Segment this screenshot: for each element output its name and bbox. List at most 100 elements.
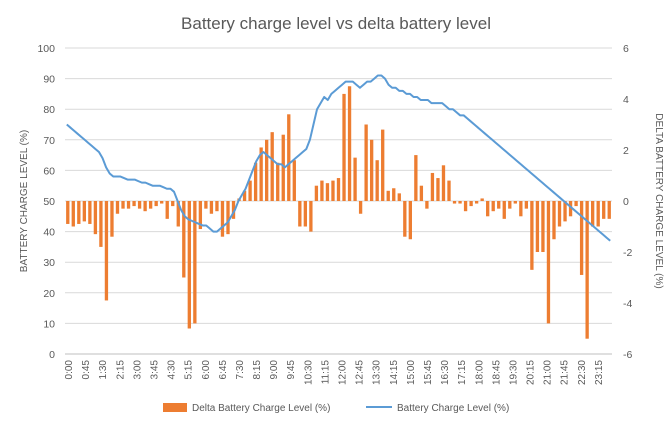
delta-bar <box>126 201 131 209</box>
delta-bar <box>519 201 523 217</box>
y-left-tick-label: 40 <box>43 227 55 239</box>
delta-bar <box>143 201 147 212</box>
delta-bar <box>381 129 385 201</box>
delta-bar <box>99 201 103 247</box>
delta-bar <box>513 201 517 204</box>
delta-bar <box>430 172 435 201</box>
delta-bar <box>474 201 479 204</box>
delta-bar <box>574 201 578 207</box>
delta-bar <box>403 201 407 237</box>
delta-bar <box>137 201 142 209</box>
delta-bar <box>491 201 495 212</box>
delta-bar <box>369 139 374 201</box>
delta-bar <box>386 190 390 201</box>
delta-bar <box>596 201 600 227</box>
y-left-tick-label: 100 <box>37 43 55 55</box>
delta-bar <box>82 201 86 222</box>
delta-bar <box>320 180 324 201</box>
delta-bar <box>480 198 484 201</box>
delta-bar <box>347 86 352 201</box>
y-left-tick-label: 50 <box>43 196 55 208</box>
y-left-tick-label: 0 <box>49 349 55 361</box>
delta-bar <box>447 180 451 201</box>
delta-bar <box>325 183 330 201</box>
delta-bar <box>115 201 120 214</box>
y-right-tick-label: 6 <box>623 43 629 55</box>
delta-bar <box>524 201 529 209</box>
delta-bar <box>364 124 368 201</box>
x-tick-label: 15:45 <box>423 360 434 385</box>
x-tick-label: 12:00 <box>338 360 349 385</box>
delta-bar <box>486 201 490 217</box>
delta-bar <box>397 193 401 201</box>
x-tick-label: 7:30 <box>235 360 246 380</box>
delta-bar <box>591 201 595 227</box>
delta-bar <box>121 201 125 209</box>
delta-bar <box>414 155 418 201</box>
delta-bar <box>331 180 335 201</box>
delta-bar <box>579 201 584 275</box>
y-right-tick-label: -2 <box>623 247 632 259</box>
x-tick-label: 2:15 <box>115 360 126 380</box>
delta-bar <box>253 162 258 201</box>
x-tick-label: 12:45 <box>355 360 366 385</box>
x-tick-label: 18:00 <box>474 360 485 385</box>
x-tick-label: 6:00 <box>201 360 212 380</box>
delta-bar <box>336 178 341 201</box>
delta-bar <box>104 201 109 301</box>
x-tick-label: 6:45 <box>218 360 229 380</box>
x-tick-label: 17:15 <box>457 360 468 385</box>
y-right-tick-label: 2 <box>623 145 629 157</box>
x-tick-label: 10:30 <box>303 360 314 385</box>
battery-charge-line <box>66 74 611 242</box>
delta-bar <box>557 201 562 227</box>
delta-bar <box>392 188 396 201</box>
x-tick-label: 3:45 <box>150 360 161 380</box>
delta-bar <box>220 201 225 237</box>
delta-bar <box>132 201 136 207</box>
x-tick-label: 21:45 <box>560 360 571 385</box>
delta-bar <box>209 201 214 214</box>
delta-bar <box>568 201 573 217</box>
delta-bar <box>303 201 308 227</box>
delta-bar <box>292 160 296 201</box>
delta-bar <box>535 201 540 252</box>
x-tick-label: 19:30 <box>508 360 519 385</box>
delta-bar <box>265 139 269 201</box>
y-left-tick-label: 20 <box>43 288 55 300</box>
y-right-tick-label: 4 <box>623 94 629 106</box>
delta-bar <box>66 201 70 224</box>
delta-bar <box>452 201 457 204</box>
delta-bar <box>585 201 589 339</box>
delta-bar <box>287 114 291 201</box>
delta-bar <box>176 201 180 227</box>
y-left-tick-label: 10 <box>43 318 55 330</box>
delta-bar <box>441 165 446 201</box>
y-right-tick-label: 0 <box>623 196 629 208</box>
legend-label-delta: Delta Battery Charge Level (%) <box>192 403 330 414</box>
x-tick-label: 3:00 <box>132 360 143 380</box>
x-tick-label: 13:30 <box>372 360 383 385</box>
delta-bar <box>342 93 346 201</box>
delta-bar <box>530 201 534 270</box>
x-tick-label: 1:30 <box>98 360 109 380</box>
delta-bar <box>171 201 175 207</box>
legend-label-battery: Battery Charge Level (%) <box>397 403 509 414</box>
x-tick-label: 11:15 <box>320 360 331 385</box>
delta-bar <box>353 157 357 201</box>
y-right-tick-label: -4 <box>623 298 632 310</box>
delta-bar <box>607 201 611 219</box>
y-left-tick-label: 60 <box>43 165 55 177</box>
delta-bar <box>187 201 191 329</box>
y-right-tick-label: -6 <box>623 349 632 361</box>
delta-bar <box>602 201 606 219</box>
y-axis-left-label: BATTERY CHARGE LEVEL (%) <box>19 130 30 272</box>
delta-bar <box>193 201 197 324</box>
x-tick-label: 15:00 <box>406 360 417 385</box>
delta-bar <box>436 178 440 201</box>
x-tick-label: 0:00 <box>64 360 75 380</box>
delta-bar <box>71 201 75 227</box>
delta-bar <box>281 134 285 201</box>
delta-bar <box>463 201 468 212</box>
x-tick-label: 16:30 <box>440 360 451 385</box>
